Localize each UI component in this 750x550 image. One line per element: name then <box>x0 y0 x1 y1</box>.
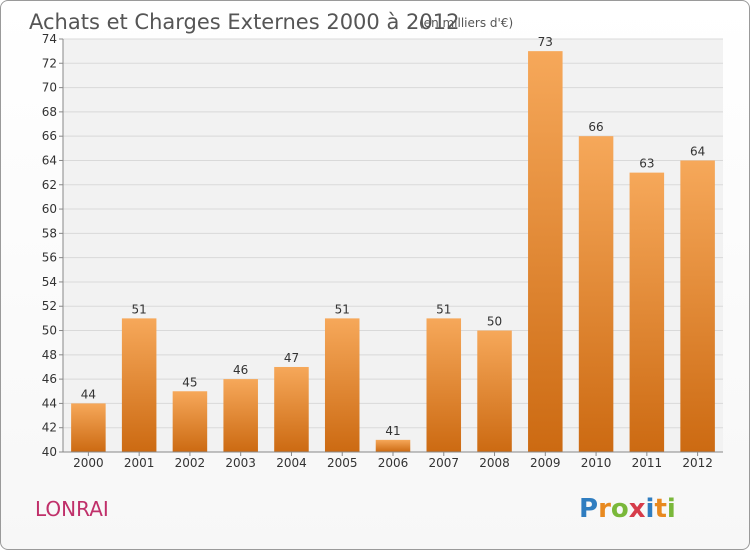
y-tick-label: 60 <box>42 202 57 216</box>
logo-letter: x <box>629 494 646 524</box>
y-tick-label: 58 <box>42 226 57 240</box>
data-label-2009: 73 <box>538 35 553 49</box>
y-tick-label: 72 <box>42 56 57 70</box>
y-tick-label: 46 <box>42 372 57 386</box>
bar-2009 <box>528 51 563 452</box>
x-tick-label-2010: 2010 <box>581 456 612 470</box>
logo-letter: r <box>598 494 611 524</box>
data-label-2005: 51 <box>335 302 350 316</box>
x-tick-label-2012: 2012 <box>682 456 713 470</box>
data-label-2007: 51 <box>436 302 451 316</box>
data-label-2012: 64 <box>690 144 705 158</box>
plot-area <box>63 39 723 452</box>
x-tick-label-2000: 2000 <box>73 456 104 470</box>
x-tick-label-2001: 2001 <box>124 456 155 470</box>
y-axis: 40 42 44 46 48 50 52 54 56 58 60 62 64 66 68 70 72 74 <box>42 32 64 459</box>
y-tick-label: 64 <box>42 153 57 167</box>
data-labels: 44 51 45 46 47 51 41 51 50 73 66 63 64 <box>81 35 706 438</box>
bars <box>71 51 715 453</box>
y-tick-label: 74 <box>42 32 57 46</box>
data-label-2004: 47 <box>284 351 299 365</box>
bar-2000 <box>71 403 106 452</box>
data-label-2000: 44 <box>81 387 96 401</box>
chart-title: Achats et Charges Externes 2000 à 2012 <box>29 10 459 34</box>
bar-2011 <box>629 172 665 452</box>
logo-letter: t <box>654 494 666 524</box>
logo-letter: o <box>611 494 629 524</box>
location-label: LONRAI <box>35 497 109 521</box>
bar-2004 <box>274 366 309 452</box>
y-tick-label: 66 <box>42 129 57 143</box>
data-label-2008: 50 <box>487 315 502 329</box>
bar-2006 <box>375 439 411 452</box>
bar-2003 <box>223 379 258 452</box>
logo-letter: i <box>667 494 676 524</box>
x-axis: 2000 2001 2002 2003 2004 2005 2006 2007 2008 2009… <box>63 451 723 470</box>
x-tick-label-2009: 2009 <box>530 456 561 470</box>
bar-2001 <box>121 318 157 452</box>
bar-2010 <box>578 136 614 453</box>
x-tick-label-2006: 2006 <box>378 456 409 470</box>
data-label-2011: 63 <box>639 157 654 171</box>
data-label-2002: 45 <box>182 375 197 389</box>
bar-2005 <box>324 318 360 452</box>
proxiti-logo: Proxiti <box>579 494 676 524</box>
y-tick-label: 70 <box>42 81 57 95</box>
y-tick-label: 42 <box>42 421 57 435</box>
bar-2012 <box>680 160 715 452</box>
y-tick-label: 40 <box>42 445 57 459</box>
y-tick-label: 62 <box>42 178 57 192</box>
y-tick-label: 48 <box>42 348 57 362</box>
x-tick-label-2003: 2003 <box>225 456 256 470</box>
x-tick-label-2008: 2008 <box>479 456 510 470</box>
x-tick-label-2004: 2004 <box>276 456 307 470</box>
y-tick-label: 50 <box>42 324 57 338</box>
data-label-2010: 66 <box>588 120 603 134</box>
x-tick-label-2005: 2005 <box>327 456 358 470</box>
y-tick-label: 54 <box>42 275 57 289</box>
chart-subtitle: (en milliers d'€) <box>419 16 513 30</box>
x-tick-label-2007: 2007 <box>428 456 459 470</box>
x-tick-label-2011: 2011 <box>632 456 663 470</box>
x-tick-label-2002: 2002 <box>175 456 206 470</box>
y-tick-label: 68 <box>42 105 57 119</box>
y-tick-label: 44 <box>42 396 57 410</box>
logo-letter: i <box>646 494 655 524</box>
data-label-2003: 46 <box>233 363 248 377</box>
bar-2007 <box>426 318 462 452</box>
logo-letter: P <box>579 494 598 524</box>
y-tick-label: 52 <box>42 299 57 313</box>
y-tick-label: 56 <box>42 251 57 265</box>
data-label-2001: 51 <box>132 302 147 316</box>
bar-2008 <box>477 330 512 452</box>
bar-2002 <box>172 391 208 452</box>
data-label-2006: 41 <box>385 424 400 438</box>
